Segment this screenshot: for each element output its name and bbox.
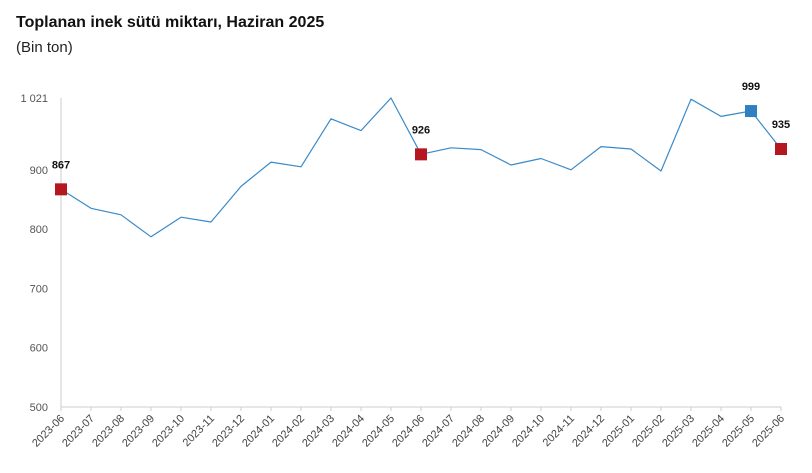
y-tick-label: 1 021 <box>20 93 48 105</box>
y-tick-label: 700 <box>30 283 48 295</box>
x-tick-label: 2024-03 <box>300 413 337 450</box>
x-tick-label: 2024-01 <box>240 413 277 450</box>
x-tick-label: 2023-07 <box>60 413 97 450</box>
x-tick-label: 2024-10 <box>510 413 547 450</box>
highlight-markers: 867 926 999 935 <box>52 81 790 196</box>
data-point-marker <box>745 105 757 118</box>
x-tick-label: 2023-08 <box>90 413 127 450</box>
chart-subtitle: (Bin ton) <box>16 39 73 56</box>
x-tick-label: 2025-06 <box>750 413 787 450</box>
y-tick-label: 900 <box>30 165 48 177</box>
data-point-marker <box>415 148 427 161</box>
x-tick-label: 2024-04 <box>330 413 367 450</box>
x-tick-label: 2024-12 <box>570 413 607 450</box>
x-tick-label: 2024-05 <box>360 413 397 450</box>
x-tick-label: 2023-09 <box>120 413 157 450</box>
y-tick-label: 500 <box>30 402 48 414</box>
data-label: 999 <box>742 81 760 93</box>
data-point-marker <box>55 183 67 196</box>
data-label: 926 <box>412 124 430 136</box>
x-tick-label: 2024-09 <box>480 413 517 450</box>
x-tick-label: 2024-02 <box>270 413 307 450</box>
x-tick-label: 2023-10 <box>150 413 187 450</box>
y-tick-label: 600 <box>30 343 48 355</box>
x-tick-label: 2025-04 <box>690 413 727 450</box>
x-tick-label: 2023-12 <box>210 413 247 450</box>
x-tick-label: 2023-06 <box>30 413 67 450</box>
series-layer <box>60 97 782 238</box>
x-tick-label: 2025-02 <box>630 413 667 450</box>
x-tick-label: 2025-01 <box>600 413 637 450</box>
x-tick-label: 2024-06 <box>390 413 427 450</box>
x-tick-label: 2025-03 <box>660 413 697 450</box>
x-tick-label: 2025-05 <box>720 413 757 450</box>
series-line <box>60 97 782 238</box>
chart-title: Toplanan inek sütü miktarı, Haziran 2025 <box>16 14 325 31</box>
x-tick-label: 2024-07 <box>420 413 457 450</box>
data-point-marker <box>775 143 787 156</box>
y-tick-label: 800 <box>30 224 48 236</box>
y-axis: 500 600 700 800 900 1 021 <box>20 93 62 414</box>
data-label: 867 <box>52 159 70 171</box>
x-tick-label: 2024-08 <box>450 413 487 450</box>
data-label: 935 <box>772 119 790 131</box>
